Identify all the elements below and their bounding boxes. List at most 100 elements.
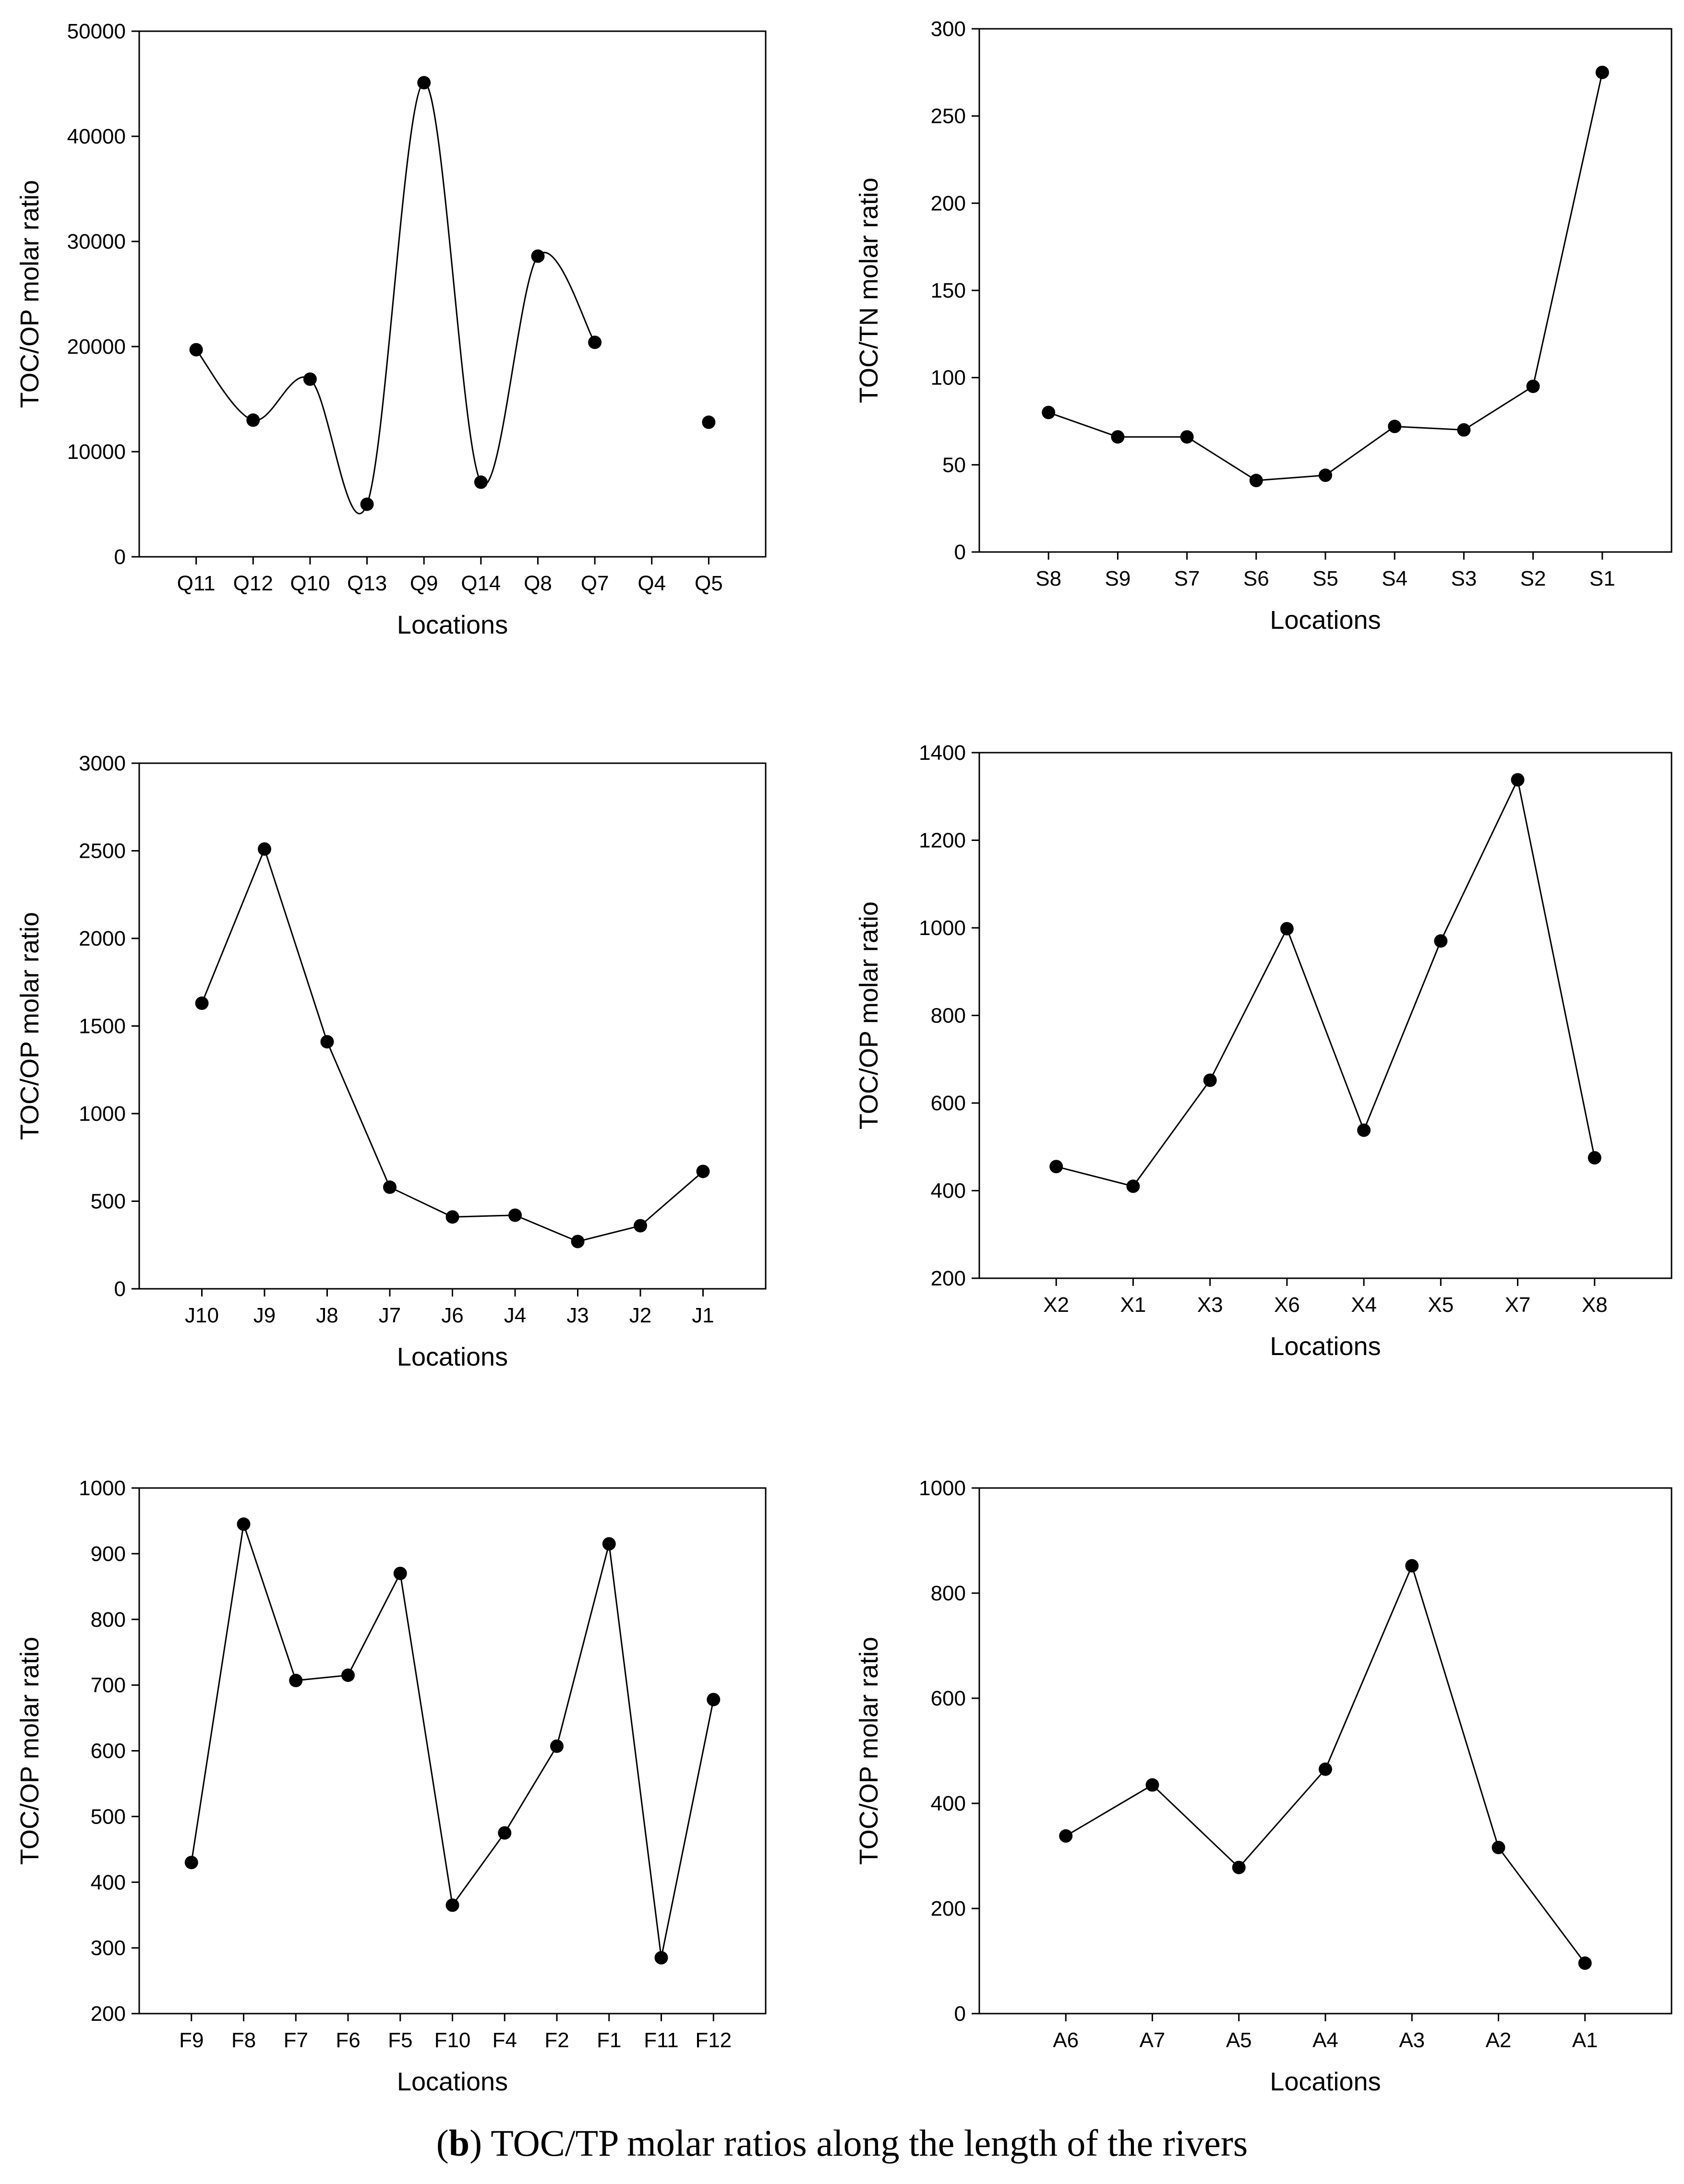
data-point-A3	[1405, 1559, 1419, 1573]
data-point-F6	[341, 1668, 355, 1682]
data-point-J2	[634, 1219, 647, 1233]
data-point-Q10	[303, 372, 317, 386]
x-tick-label: Q4	[638, 572, 666, 595]
y-axis-title: TOC/OP molar ratio	[15, 912, 44, 1140]
chart-panel-6: 0 200 400 600 800 1000 A6 A7 A5 A4 A3 A2 A1 Locations…	[854, 1476, 1672, 2096]
data-point-S6	[1249, 474, 1263, 488]
data-point-A1	[1578, 1956, 1592, 1970]
y-tick-label: 1400	[919, 741, 966, 765]
y-tick-label: 400	[931, 1179, 966, 1203]
series-line	[201, 847, 704, 1243]
y-tick-label: 1000	[79, 1476, 126, 1500]
x-tick-label: X8	[1582, 1293, 1608, 1317]
data-point-Q7	[588, 336, 602, 349]
x-tick-label: Q10	[290, 572, 330, 595]
data-point-Q11	[189, 343, 203, 357]
data-point-Q5	[702, 415, 716, 429]
y-tick-label: 500	[91, 1190, 126, 1213]
x-tick-label: F11	[644, 2028, 679, 2052]
y-tick-label: 200	[931, 1267, 966, 1290]
y-tick-label: 20000	[67, 335, 126, 359]
x-tick-label: S1	[1589, 567, 1615, 590]
x-tick-label: S6	[1243, 567, 1269, 590]
data-point-A2	[1492, 1840, 1505, 1854]
y-tick-label: 300	[91, 1936, 126, 1960]
data-point-F8	[237, 1517, 251, 1531]
data-point-F11	[654, 1951, 668, 1965]
data-point-J7	[383, 1180, 397, 1194]
data-point-A6	[1059, 1829, 1073, 1843]
caption-text: TOC/TP molar ratios along the length of …	[491, 2122, 1248, 2164]
x-tick-label: J10	[185, 1304, 219, 1327]
data-point-S4	[1388, 420, 1402, 433]
data-point-X1	[1126, 1179, 1140, 1193]
data-point-Q14	[474, 475, 488, 489]
series-line	[195, 82, 596, 515]
y-axis-title: TOC/OP molar ratio	[15, 180, 44, 408]
y-tick-label: 50000	[67, 20, 126, 43]
x-tick-label: F8	[231, 2028, 256, 2052]
y-tick-label: 700	[91, 1674, 126, 1697]
data-point-J10	[195, 996, 209, 1010]
y-tick-label: 200	[91, 2002, 126, 2026]
y-tick-label: 40000	[67, 125, 126, 148]
x-tick-label: J4	[504, 1304, 526, 1327]
x-tick-label: X4	[1351, 1293, 1377, 1317]
y-axis-title: TOC/OP molar ratio	[15, 1637, 44, 1865]
data-point-A7	[1145, 1778, 1159, 1792]
x-tick-label: X2	[1043, 1293, 1069, 1317]
y-tick-label: 1500	[79, 1015, 126, 1038]
x-tick-label: S3	[1451, 567, 1477, 590]
figure-caption: (b) TOC/TP molar ratios along the length…	[436, 2122, 1248, 2164]
x-tick-label: A3	[1399, 2028, 1425, 2052]
x-axis-title: Locations	[397, 2067, 508, 2096]
x-tick-label: F10	[434, 2028, 471, 2052]
y-tick-label: 1000	[79, 1102, 126, 1126]
y-tick-label: 800	[91, 1608, 126, 1632]
caption-letter: b	[448, 2122, 470, 2164]
x-tick-label: J6	[441, 1304, 463, 1327]
chart-panel-1: 0 10000 20000 30000 40000 50000 Q11 Q12 Q10 Q13 Q9…	[15, 20, 767, 639]
y-tick-label: 2500	[79, 840, 126, 863]
data-point-F2	[550, 1739, 564, 1753]
data-point-X3	[1203, 1073, 1217, 1087]
y-tick-label: 1000	[919, 916, 966, 940]
data-point-F1	[602, 1537, 616, 1551]
x-tick-label: A7	[1140, 2028, 1166, 2052]
x-tick-label: X6	[1274, 1293, 1300, 1317]
y-axis-title: TOC/OP molar ratio	[854, 1637, 883, 1865]
x-tick-label: F1	[597, 2028, 621, 2052]
y-tick-label: 800	[931, 1004, 966, 1028]
x-tick-label: F12	[695, 2028, 732, 2052]
data-point-J4	[508, 1208, 522, 1222]
x-tick-label: F2	[544, 2028, 569, 2052]
x-tick-label: F6	[336, 2028, 360, 2052]
y-tick-label: 600	[931, 1687, 966, 1710]
data-point-S2	[1526, 379, 1540, 393]
y-tick-label: 600	[931, 1092, 966, 1115]
x-axis-title: Locations	[1270, 2067, 1381, 2096]
x-tick-label: Q12	[233, 572, 273, 595]
y-tick-label: 0	[114, 545, 126, 569]
data-point-A5	[1232, 1860, 1246, 1874]
x-tick-label: S8	[1035, 567, 1061, 590]
data-point-Q9	[417, 76, 431, 90]
x-tick-label: J1	[692, 1304, 714, 1327]
y-tick-label: 2000	[79, 927, 126, 950]
data-point-F4	[498, 1826, 512, 1840]
y-tick-label: 0	[114, 1277, 126, 1301]
y-tick-label: 900	[91, 1542, 126, 1566]
series-line	[191, 1524, 714, 1958]
chart-panel-5: 200 300 400 500 600 700 800 900 1000 F9 F8 F7 F6 F5 F1…	[15, 1476, 767, 2096]
y-axis-title: TOC/TN molar ratio	[854, 178, 883, 403]
x-tick-label: Q11	[177, 572, 216, 595]
y-tick-label: 200	[931, 192, 966, 215]
data-point-Q12	[246, 413, 260, 427]
data-point-A4	[1319, 1762, 1332, 1776]
x-axis-title: Locations	[1270, 606, 1381, 635]
data-point-S1	[1595, 65, 1609, 79]
chart-panel-3: 0 500 1000 1500 2000 2500 3000 J10 J9 J8 J7 J6 J4 J3 J…	[15, 752, 767, 1371]
x-tick-label: F9	[179, 2028, 204, 2052]
x-tick-label: J8	[316, 1304, 338, 1327]
data-point-S5	[1319, 468, 1332, 482]
